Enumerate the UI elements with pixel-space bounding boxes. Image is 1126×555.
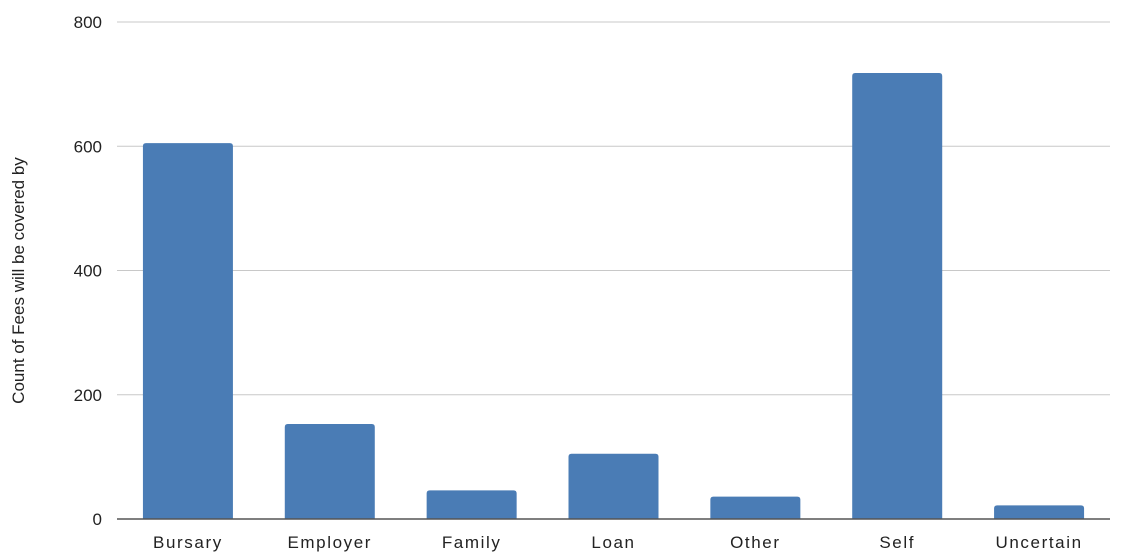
x-tick-labels: Bursary Employer Family Loan Other Self Uncert… (153, 533, 1082, 552)
x-tick-label-other: Other (730, 533, 781, 552)
x-tick-label-family: Family (442, 533, 502, 552)
x-tick-label-bursary: Bursary (153, 533, 223, 552)
y-tick-labels: 0 200 400 600 800 (74, 13, 102, 529)
bar-employer (284, 423, 375, 519)
y-tick-label: 400 (74, 262, 102, 281)
bar-other (710, 496, 801, 519)
bar-self (852, 72, 943, 519)
bar-loan (568, 453, 659, 519)
y-tick-label: 200 (74, 386, 102, 405)
bar-bursary (142, 143, 233, 520)
gridlines (117, 21, 1110, 396)
x-tick-label-self: Self (879, 533, 915, 552)
y-tick-label: 800 (74, 13, 102, 32)
bar-uncertain (994, 505, 1085, 519)
x-tick-label-employer: Employer (287, 533, 372, 552)
bars (142, 72, 1085, 520)
y-tick-label: 0 (93, 510, 102, 529)
x-tick-label-uncertain: Uncertain (995, 533, 1082, 552)
y-axis-title: Count of Fees will be covered by (9, 157, 28, 404)
bar-family (426, 490, 517, 519)
x-tick-label-loan: Loan (591, 533, 635, 552)
y-tick-label: 600 (74, 137, 102, 156)
